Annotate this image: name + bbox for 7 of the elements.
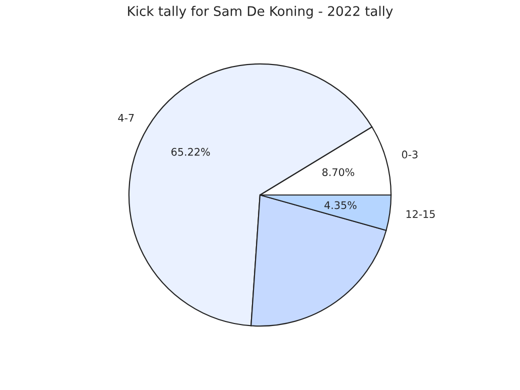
slice-label: 0-3 — [402, 150, 418, 158]
slice-label: 4-7 — [118, 114, 134, 122]
slice-label: 12-15 — [406, 210, 435, 218]
chart-title: Kick tally for Sam De Koning - 2022 tally — [128, 6, 393, 19]
data-label: 4.35% — [324, 201, 356, 210]
data-label: 8.70% — [322, 168, 354, 176]
data-label: 65.22% — [171, 148, 210, 156]
